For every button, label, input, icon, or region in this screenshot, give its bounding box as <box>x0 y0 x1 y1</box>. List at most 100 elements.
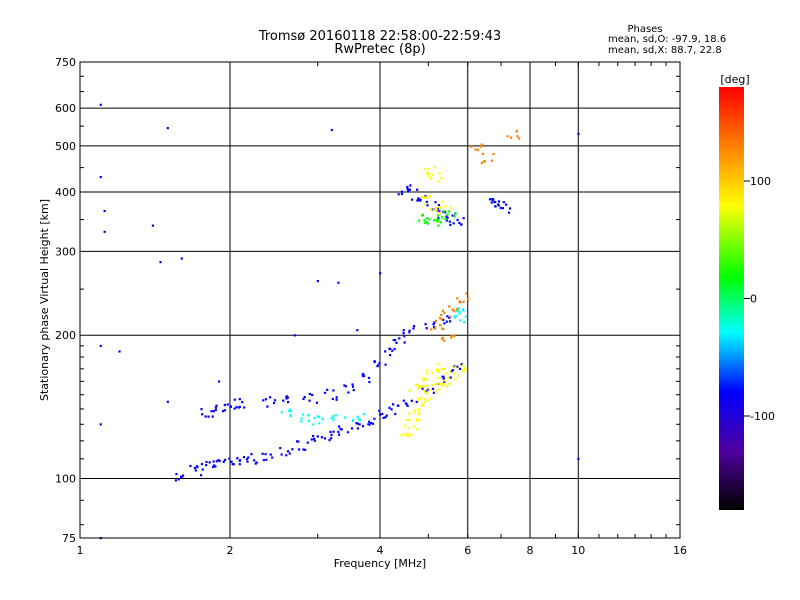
data-point <box>330 433 333 437</box>
legend-title: Phases <box>627 24 662 35</box>
data-point <box>233 407 236 410</box>
data-point <box>420 396 423 400</box>
data-point <box>293 334 297 337</box>
data-point <box>196 466 199 469</box>
data-point <box>388 347 391 350</box>
data-point <box>461 308 465 311</box>
data-point <box>431 383 434 386</box>
data-point <box>99 103 102 106</box>
data-point <box>223 458 227 462</box>
data-point <box>416 387 419 390</box>
data-point <box>400 192 404 196</box>
data-point <box>446 315 449 318</box>
data-point <box>445 372 448 375</box>
data-point <box>459 319 462 322</box>
data-point <box>464 315 467 318</box>
data-point <box>408 329 411 332</box>
data-point <box>377 364 380 367</box>
data-point <box>432 391 436 394</box>
data-point <box>443 311 446 315</box>
data-point <box>417 397 420 400</box>
data-point <box>331 397 334 401</box>
data-point <box>379 272 382 275</box>
data-point <box>282 399 285 402</box>
data-point <box>350 427 354 430</box>
data-point <box>452 309 456 312</box>
data-point <box>312 423 315 426</box>
data-point <box>205 464 208 467</box>
data-point <box>271 456 274 459</box>
data-point <box>233 398 236 401</box>
data-point <box>238 463 241 466</box>
data-point <box>352 419 355 423</box>
data-point <box>418 418 421 421</box>
data-point <box>245 457 249 461</box>
data-point <box>436 220 439 223</box>
data-point <box>415 428 419 431</box>
data-point <box>230 460 233 463</box>
data-point <box>306 441 309 444</box>
data-point <box>455 310 458 313</box>
data-point <box>177 478 180 481</box>
data-point <box>458 312 461 315</box>
data-point <box>444 205 447 208</box>
data-point <box>208 461 211 464</box>
data-point <box>368 423 371 426</box>
data-point <box>329 430 332 434</box>
data-point <box>217 380 221 383</box>
data-point <box>409 184 412 187</box>
data-point <box>450 336 453 339</box>
data-point <box>334 414 337 417</box>
data-point <box>425 391 429 394</box>
data-point <box>272 401 276 405</box>
data-point <box>465 292 468 295</box>
data-point <box>212 465 215 469</box>
data-point <box>452 222 455 225</box>
data-point <box>421 404 425 407</box>
data-point <box>303 395 306 399</box>
data-point <box>416 419 419 422</box>
data-point <box>388 406 391 409</box>
data-point <box>462 364 465 367</box>
data-point <box>316 435 319 438</box>
data-point <box>447 376 450 379</box>
data-point <box>289 414 292 417</box>
data-point <box>382 416 385 419</box>
data-point <box>428 388 431 391</box>
data-point <box>362 372 365 376</box>
data-point <box>340 428 343 431</box>
data-point <box>410 399 413 402</box>
data-point <box>451 214 454 217</box>
data-point <box>223 409 226 412</box>
data-point <box>332 430 335 433</box>
data-point <box>415 418 419 421</box>
data-point <box>378 362 381 365</box>
data-point <box>400 434 403 437</box>
data-point <box>381 412 384 416</box>
data-point <box>456 374 460 377</box>
data-point <box>438 210 441 213</box>
data-point <box>408 331 411 334</box>
data-point <box>439 324 442 327</box>
data-point <box>456 297 459 300</box>
data-point <box>424 203 427 206</box>
data-point <box>103 209 106 213</box>
data-point <box>446 210 449 213</box>
data-point <box>297 440 300 443</box>
data-point <box>299 420 303 423</box>
data-point <box>428 195 432 198</box>
data-point <box>403 341 406 344</box>
data-point <box>454 365 457 369</box>
data-point <box>242 456 246 459</box>
data-point <box>174 479 178 482</box>
data-point <box>215 404 218 407</box>
data-point <box>204 415 207 418</box>
data-point <box>406 404 409 407</box>
data-point <box>456 218 459 222</box>
data-point <box>419 385 423 389</box>
data-point <box>440 313 443 316</box>
data-point <box>151 224 155 227</box>
data-point <box>501 207 505 210</box>
data-point <box>415 400 418 404</box>
data-point <box>301 413 305 416</box>
